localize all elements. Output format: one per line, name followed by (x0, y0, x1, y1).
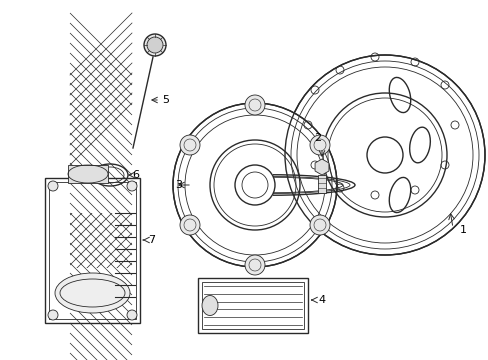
Bar (68, 165, 108, 183)
Circle shape (180, 215, 200, 235)
Text: 1: 1 (459, 225, 466, 235)
Circle shape (127, 310, 137, 320)
Text: 2: 2 (314, 133, 321, 143)
Circle shape (309, 215, 329, 235)
Text: 6: 6 (132, 170, 139, 180)
Polygon shape (314, 159, 328, 175)
Text: 5: 5 (162, 95, 169, 105)
Circle shape (309, 135, 329, 155)
Bar (317, 175, 325, 193)
Circle shape (48, 181, 58, 191)
Circle shape (147, 37, 163, 53)
Circle shape (127, 181, 137, 191)
Circle shape (285, 55, 484, 255)
Circle shape (244, 95, 264, 115)
Circle shape (48, 310, 58, 320)
Circle shape (180, 135, 200, 155)
Ellipse shape (55, 273, 130, 313)
Circle shape (173, 103, 336, 267)
Bar (45, 178, 140, 323)
Circle shape (143, 34, 165, 56)
Bar (49, 182, 136, 319)
Text: 3: 3 (175, 180, 182, 190)
Text: 4: 4 (317, 295, 325, 305)
Ellipse shape (202, 296, 218, 315)
Bar (202, 282, 304, 329)
Bar (198, 278, 307, 333)
Circle shape (244, 255, 264, 275)
Text: 7: 7 (148, 235, 155, 245)
